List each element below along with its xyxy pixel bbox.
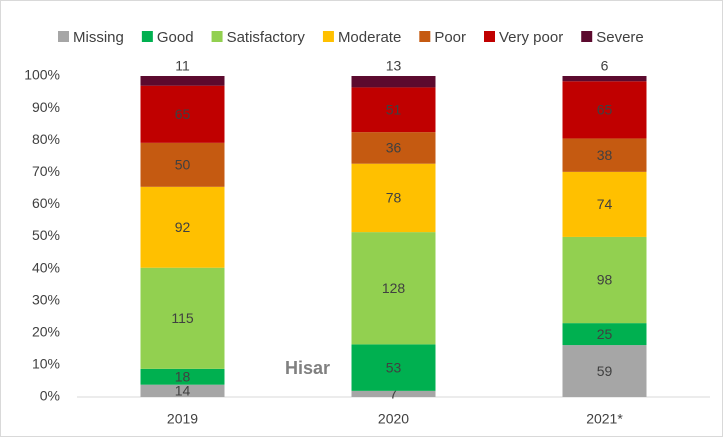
data-label: 65: [175, 106, 191, 122]
legend-label: Good: [157, 29, 194, 46]
data-label: 128: [382, 280, 406, 296]
bar-segment: [140, 142, 225, 187]
data-label: 51: [386, 101, 402, 117]
annotation: Hisar: [285, 358, 330, 378]
data-label: 74: [597, 196, 613, 212]
bar-segment: [140, 368, 225, 385]
legend-label: Satisfactory: [227, 29, 306, 46]
bar-segment: [562, 323, 647, 346]
bar-segment: [140, 267, 225, 369]
bar-segment: [351, 232, 436, 345]
data-label: 18: [175, 368, 191, 384]
y-tick-label: 0%: [40, 388, 60, 404]
legend-label: Very poor: [499, 29, 563, 46]
bar-segment: [562, 138, 647, 172]
y-tick-label: 30%: [32, 291, 60, 307]
y-tick-label: 20%: [32, 324, 60, 340]
data-label: 14: [175, 383, 191, 399]
bar-segment: [351, 87, 436, 133]
data-label: 59: [597, 363, 613, 379]
y-tick-label: 50%: [32, 227, 60, 243]
legend-swatch: [141, 31, 153, 42]
data-label: 6: [601, 58, 609, 74]
data-label: 25: [597, 326, 613, 342]
legend-label: Severe: [596, 29, 644, 46]
data-label: 98: [597, 272, 613, 288]
bar-segment: [562, 76, 647, 82]
x-tick-label: 2021*: [586, 411, 623, 427]
x-tick-label: 2019: [167, 411, 198, 427]
y-tick-label: 10%: [32, 356, 60, 372]
data-label: 115: [171, 310, 194, 326]
legend-swatch: [58, 31, 69, 42]
bar-segment: [351, 163, 436, 233]
data-label: 7: [390, 386, 398, 402]
bar-segment: [562, 236, 647, 324]
data-label: 11: [175, 58, 190, 74]
data-label: 92: [175, 219, 191, 235]
y-tick-label: 80%: [32, 131, 60, 147]
legend-swatch: [581, 31, 593, 42]
bar-segment: [140, 186, 225, 268]
bar-segment: [140, 76, 225, 86]
bar-segment: [140, 384, 225, 397]
bar-segment: [351, 76, 436, 88]
y-tick-label: 70%: [32, 163, 60, 179]
data-label: 65: [597, 102, 613, 118]
bar-segment: [351, 132, 436, 164]
bar-segment: [351, 344, 436, 391]
y-tick-label: 40%: [32, 259, 60, 275]
legend-label: Missing: [73, 29, 124, 46]
legend-swatch: [211, 31, 223, 42]
y-tick-label: 60%: [32, 195, 60, 211]
legend-swatch: [484, 31, 495, 42]
data-label: 36: [386, 140, 402, 156]
bar-segment: [140, 85, 225, 143]
bar-segment: [562, 81, 647, 139]
legend-label: Moderate: [338, 29, 401, 46]
legend-swatch: [322, 31, 334, 42]
y-tick-label: 100%: [24, 67, 60, 83]
data-label: 78: [386, 190, 402, 206]
legend-label: Poor: [434, 29, 466, 46]
bar-segment: [562, 171, 647, 237]
legend-swatch: [419, 31, 431, 42]
data-label: 38: [597, 147, 613, 163]
bar-segment: [562, 345, 647, 397]
x-tick-label: 2020: [378, 411, 409, 427]
data-label: 53: [386, 359, 402, 375]
data-label: 13: [386, 58, 402, 74]
bar-segment: [351, 390, 436, 397]
y-tick-label: 90%: [32, 99, 60, 115]
data-label: 50: [175, 157, 191, 173]
